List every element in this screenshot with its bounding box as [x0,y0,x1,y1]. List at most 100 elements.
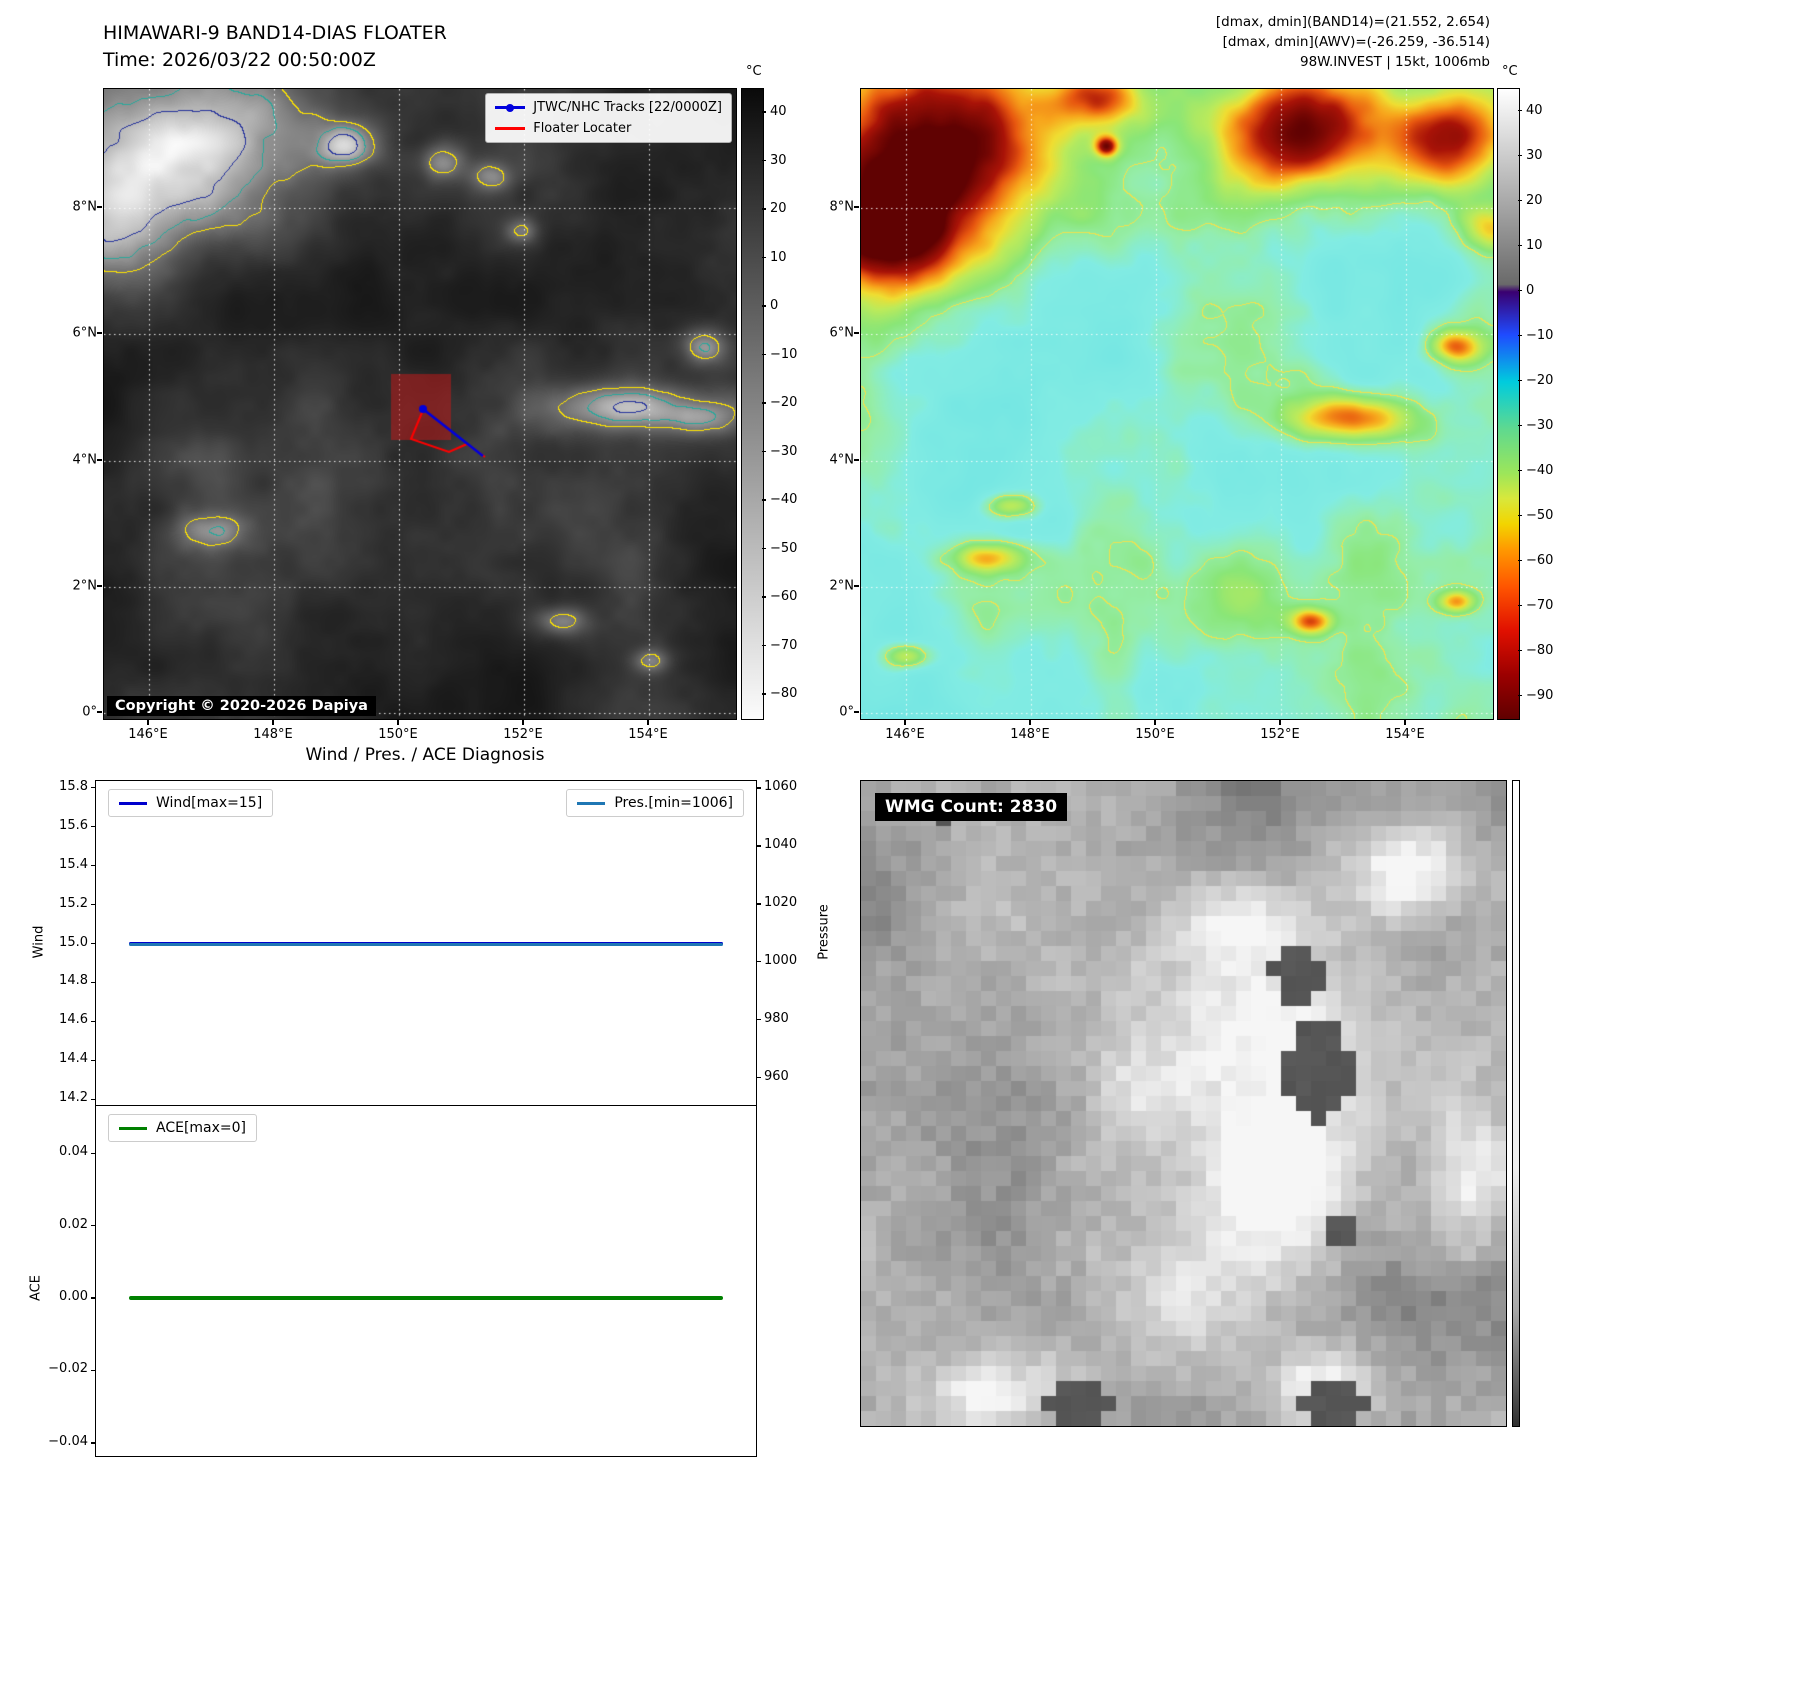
lon-tickmark [647,719,649,725]
y-tickmark [91,1297,96,1299]
colorbar-tick-label: −70 [1526,597,1554,613]
y-tickmark [91,826,96,828]
colorbar-tick-label: 40 [1526,102,1543,118]
floater-line-sample [495,127,526,130]
awv-colorbar-unit: °C [1502,64,1518,79]
wmg-panel: WMG Count: 2830 [860,780,1507,1427]
lon-tickmark [1154,719,1156,725]
y2-tick-label: 1020 [764,894,798,910]
colorbar-tick-label: −10 [1526,327,1554,343]
lat-tickmark [854,459,859,461]
y2-tickmark [756,903,761,905]
y2-tickmark [756,787,761,789]
band14-colorbar [741,88,764,720]
tracks-line-sample [495,103,526,112]
lon-tick-label: 152°E [503,727,543,742]
y-tick-label: 15.0 [59,934,88,950]
y-tick-label: 14.2 [59,1090,88,1106]
colorbar-tick-label: −50 [1526,507,1554,523]
y-tick-label: 14.4 [59,1051,88,1067]
band14-satellite-map: JTWC/NHC Tracks [22/0000Z] Floater Locat… [103,88,737,720]
y-tickmark [91,942,96,945]
wind-axis-label: Wind [31,925,47,959]
lon-tick-label: 150°E [1135,727,1175,742]
lon-tickmark [147,719,149,725]
legend-label: ACE[max=0] [156,1120,247,1136]
wind-pressure-chart: 15.8 15.6 15.4 15.2 15.0 14.8 14.6 14.4 14.2 1060… [59,779,797,1106]
lat-tickmark [97,711,102,713]
diagnosis-title: Wind / Pres. / ACE Diagnosis [305,745,545,765]
y-tickmark [91,1059,96,1061]
y-tick-label: 14.6 [59,1012,88,1028]
chart-legend: ACE[max=0] [108,1114,258,1142]
lon-tick-label: 150°E [378,727,418,742]
colorbar-tick-label: −40 [770,492,798,507]
colorbar-tick-label: 20 [770,201,787,216]
y2-tickmark [756,1019,761,1021]
legend-row-floater: Floater Locater [495,121,722,136]
lon-tick-label: 148°E [253,727,293,742]
lat-tick-label: 2°N [72,578,98,594]
y2-tick-label: 1060 [764,778,798,794]
y-tick-label: 15.2 [59,895,88,911]
colorbar-tick-label: −30 [770,443,798,459]
lon-tick-label: 154°E [1385,727,1425,742]
awv-satellite-image [861,89,1493,719]
y-tickmark [91,1442,96,1444]
y-tick-label: 0.02 [59,1216,88,1232]
lat-tickmark [97,206,102,208]
ace-axis-label: ACE [28,1275,44,1301]
lon-tickmark [1279,719,1281,725]
y-tick-label: 15.8 [59,778,88,794]
colorbar-tick-label: −70 [770,637,798,653]
y-tickmark [91,1020,96,1022]
colorbar-tick-label: −30 [1526,417,1554,433]
lat-tick-label: 8°N [829,199,855,215]
colorbar-tick-label: −90 [1526,687,1554,703]
tracks-marker-dot [506,103,515,112]
band14-map-legend: JTWC/NHC Tracks [22/0000Z] Floater Locat… [485,93,732,143]
colorbar-tick-label: 40 [770,104,787,119]
dmax-dmin-band14-value: [dmax, dmin](BAND14)=(21.552, 2.654) [1215,14,1490,30]
awv-satellite-map [860,88,1494,720]
band14-satellite-image [104,89,736,719]
lat-tickmark [97,459,102,461]
y-tick-label: 15.6 [59,817,88,833]
legend-label: Wind[max=15] [156,795,263,811]
lon-tickmark [1029,719,1031,725]
y2-tickmark [756,961,761,963]
colorbar-tick-label: −50 [770,540,798,556]
lon-tick-label: 148°E [1010,727,1050,742]
chart-legend: Wind[max=15] [108,789,274,817]
awv-header: [dmax, dmin](BAND14)=(21.552, 2.654) [dm… [900,12,1490,72]
colorbar-tick-label: 20 [1526,192,1543,208]
wmg-image [861,781,1506,1426]
lon-tickmark [272,719,274,725]
y-tickmark [91,787,96,789]
legend-label: Pres.[min=1006] [614,795,733,811]
y-tick-label: 15.4 [59,856,88,872]
colorbar-tick-label: 10 [770,249,787,265]
lat-tick-label: 6°N [829,325,855,341]
colorbar-tick-label: −80 [770,686,798,701]
dmax-dmin-awv-value: [dmax, dmin](AWV)=(-26.259, -36.514) [1222,34,1490,50]
y2-tickmark [756,1077,761,1079]
lat-tickmark [854,585,859,587]
lon-tick-label: 146°E [885,727,925,742]
y-tickmark [91,1098,96,1100]
y-tickmark [91,1152,96,1154]
lat-tick-label: 0° [839,704,854,720]
band14-title: HIMAWARI-9 BAND14-DIAS FLOATER [103,22,447,44]
lat-tickmark [854,206,859,208]
y2-tick-label: 1000 [764,952,798,968]
invest-status-value: 98W.INVEST | 15kt, 1006mb [1299,54,1490,70]
band14-time-label: Time: 2026/03/22 00:50:00Z [103,49,376,71]
lon-tickmark [904,719,906,725]
y-tick-label: 0.00 [59,1289,88,1305]
y-tickmark [91,1224,96,1227]
y-tick-label: −0.02 [48,1361,88,1377]
series-line [129,942,723,947]
y-tickmark [91,1369,96,1372]
y2-tickmark [756,845,761,847]
